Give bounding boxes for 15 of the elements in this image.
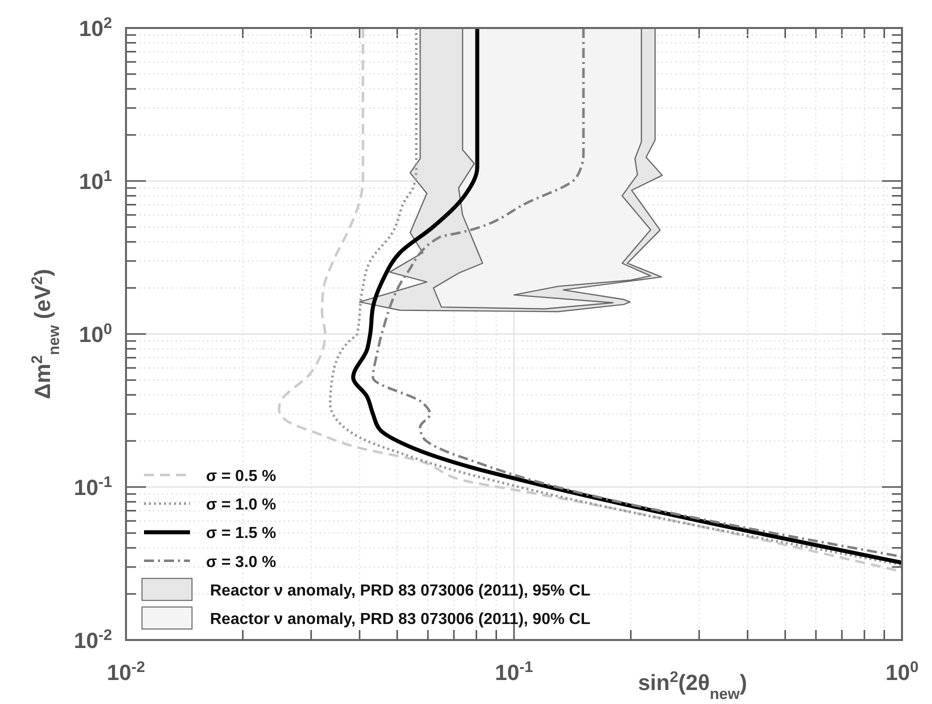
x-axis-title: sin$^{2}$(2θ$_{new}$) [638,668,748,702]
y-tick-label: 10$^{2}$ [78,14,112,41]
legend-label: σ = 0.5 % [206,468,276,485]
y-tick-label: 10$^{-2}$ [74,626,112,653]
x-tick-label: 10$^{-1}$ [494,658,534,685]
legend-label: σ = 1.5 % [206,525,276,542]
legend-label: Reactor ν anomaly, PRD 83 073006 (2011), 90% CL [210,611,591,628]
y-tick-label: 10$^{1}$ [78,168,112,194]
legend-label: Reactor ν anomaly, PRD 83 073006 (2011), 95% CL [210,582,591,600]
legend-label: σ = 3.0 % [206,554,276,571]
x-tick-label: 10$^{-2}$ [106,658,146,685]
legend-label: σ = 1.0 % [206,496,276,514]
y-tick-label: 10$^{-1}$ [74,474,112,500]
y-tick-label: 10$^{0}$ [78,320,112,347]
x-tick-label: 10$^{0}$ [885,658,919,685]
